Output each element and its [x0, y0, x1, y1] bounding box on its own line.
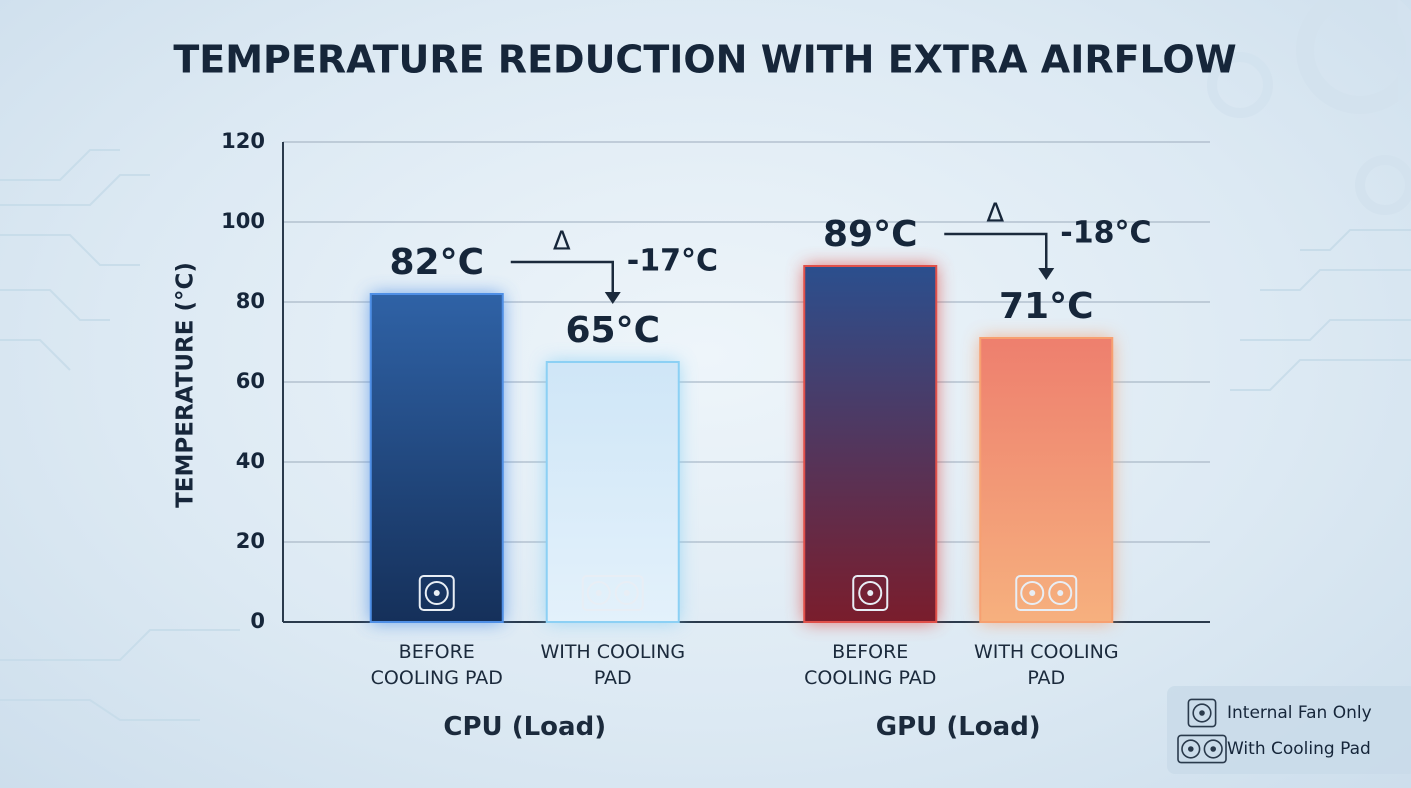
value-label: 89°C: [823, 214, 918, 255]
delta-label: -17°C: [627, 244, 718, 279]
fan-icon-frame: [581, 575, 644, 611]
fan-icon-hub: [1199, 710, 1205, 716]
group-label: CPU (Load): [443, 712, 607, 742]
y-tick-label: 20: [236, 529, 265, 553]
value-label: 82°C: [389, 242, 484, 283]
fan-icon-rotor: [1192, 703, 1212, 723]
fan-icon-hub: [1210, 746, 1216, 752]
delta-arrow: [510, 260, 614, 300]
fan-icon-rotor: [586, 581, 611, 605]
fan-icon-hub: [623, 590, 630, 596]
fan-icon-hub: [1187, 746, 1194, 752]
delta-arrow: [944, 232, 1048, 276]
group-label: GPU (Load): [875, 712, 1041, 742]
fan-icon-rotor: [1020, 581, 1045, 605]
fan-icon-frame: [1187, 698, 1217, 728]
bar: [369, 293, 504, 623]
legend-label: Internal Fan Only: [1227, 703, 1372, 723]
fan-icon-hub: [1029, 590, 1036, 596]
legend: Internal Fan Only With Cooling Pad: [1167, 686, 1411, 774]
legend-label: With Cooling Pad: [1227, 739, 1371, 759]
fan-icon-hub: [595, 590, 602, 596]
y-tick-label: 0: [250, 609, 265, 633]
fan-icon-rotor: [858, 581, 883, 605]
value-label: 71°C: [999, 286, 1094, 327]
fan-icon-hub: [1057, 590, 1064, 596]
y-axis-label: TEMPERATURE (°C): [173, 262, 199, 508]
fan-icon-frame: [1015, 575, 1078, 611]
fan-icon-rotor: [1203, 739, 1223, 759]
fan-icon-rotor: [424, 581, 449, 605]
fan-icon-rotor: [614, 581, 639, 605]
y-tick-label: 80: [236, 289, 265, 313]
chart-title: TEMPERATURE REDUCTION WITH EXTRA AIRFLOW: [173, 38, 1236, 82]
y-tick-label: 120: [221, 129, 265, 153]
y-tick-label: 100: [221, 209, 265, 233]
fan-icon-frame: [418, 575, 455, 611]
bar: [803, 265, 938, 623]
arrow-head: [1038, 268, 1055, 280]
arrow-head: [604, 292, 621, 304]
delta-label: -18°C: [1060, 216, 1151, 251]
fan-icon-rotor: [1181, 739, 1201, 759]
delta-symbol: Δ: [553, 227, 571, 257]
decoration: [0, 0, 1411, 721]
y-tick-label: 40: [236, 449, 265, 473]
fan-icon-rotor: [1048, 581, 1073, 605]
bar-label: BEFORE COOLING PAD: [370, 641, 503, 689]
fan-icon-hub: [867, 590, 874, 596]
bars: [369, 265, 1114, 623]
fan-icon-frame: [852, 575, 889, 611]
y-tick-label: 60: [236, 369, 265, 393]
delta-symbol: Δ: [986, 199, 1004, 229]
bar: [979, 337, 1114, 623]
bar-label: BEFORE COOLING PAD: [804, 641, 937, 689]
value-label: 65°C: [565, 310, 660, 351]
bar-label: WITH COOLING PAD: [973, 641, 1119, 689]
bar: [545, 361, 680, 623]
bar-label: WITH COOLING PAD: [540, 641, 686, 689]
fan-icon-hub: [433, 590, 440, 596]
legend-box: [1167, 686, 1411, 774]
fan-icon-frame: [1177, 734, 1227, 764]
